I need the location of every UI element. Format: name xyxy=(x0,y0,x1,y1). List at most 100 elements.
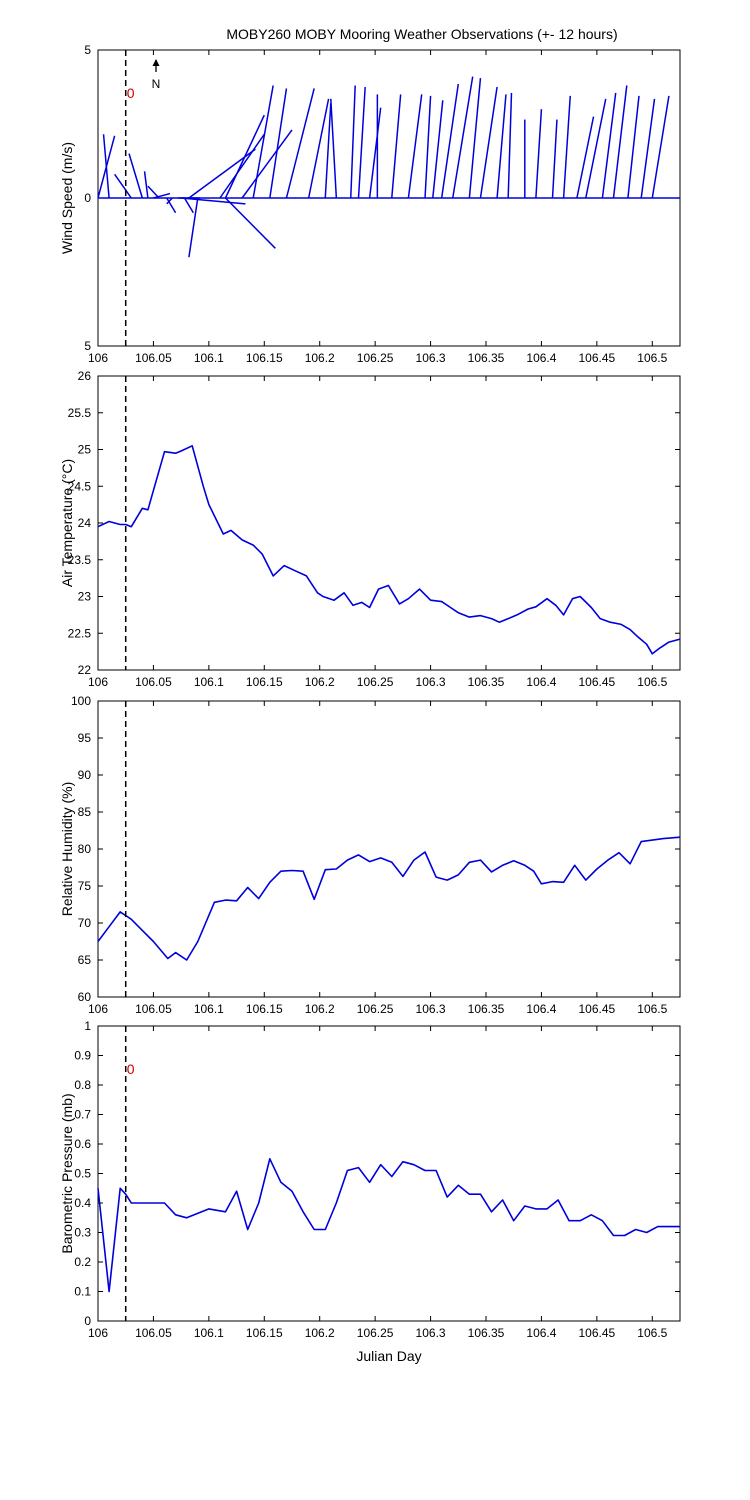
y-tick-label: 24 xyxy=(78,516,92,530)
wind-vector xyxy=(562,95,571,199)
x-tick-label: 106.45 xyxy=(579,351,616,365)
x-tick-label: 106.3 xyxy=(416,351,446,365)
y-tick-label: 65 xyxy=(78,953,92,967)
panel-4: 106 106.05 106.1 106.15 106.2 106.25 106.3 106.… xyxy=(59,1019,681,1364)
wind-vector xyxy=(147,185,160,199)
figure-title: MOBY260 MOBY Mooring Weather Observation… xyxy=(226,26,617,42)
wind-vector xyxy=(640,98,656,199)
wind-vector xyxy=(627,95,640,199)
x-tick-label: 106.35 xyxy=(468,675,505,689)
x-tick-label: 106.2 xyxy=(305,675,335,689)
wind-vector xyxy=(391,94,402,199)
x-tick-label: 106.05 xyxy=(135,1002,172,1016)
wind-vector xyxy=(183,197,194,214)
plot-frame xyxy=(97,700,681,998)
wind-vector xyxy=(585,98,607,199)
wind-vector xyxy=(424,95,432,199)
x-tick-label: 106.4 xyxy=(526,351,556,365)
wind-vector xyxy=(307,98,330,199)
x-tick-label: 106.1 xyxy=(194,351,224,365)
wind-vector xyxy=(350,85,356,199)
panel-2: 106 106.05 106.1 106.15 106.2 106.25 106.3 106.… xyxy=(59,369,681,689)
y-tick-label: 0.1 xyxy=(74,1285,91,1299)
wind-vector xyxy=(181,197,246,205)
y-tick-label: 23 xyxy=(78,590,92,604)
y-tick-label: 75 xyxy=(78,879,92,893)
y-tick-label: 24.5 xyxy=(68,479,92,493)
x-tick-label: 106.5 xyxy=(637,1002,667,1016)
x-tick-label: 106.15 xyxy=(246,351,283,365)
x-tick-label: 106.05 xyxy=(135,675,172,689)
y-tick-label: 5 xyxy=(84,339,91,353)
wind-vector xyxy=(507,92,513,199)
wind-vector xyxy=(224,114,265,199)
wind-vector xyxy=(128,153,144,199)
wind-vector xyxy=(219,133,265,199)
y-axis-label: Barometric Pressure (mb) xyxy=(59,1093,75,1253)
x-tick-label: 106 xyxy=(88,1002,108,1016)
wind-vector xyxy=(188,197,199,258)
wind-vector xyxy=(407,94,423,199)
panel-3: 106 106.05 106.1 106.15 106.2 106.25 106.3 106.… xyxy=(59,694,681,1016)
y-tick-label: 25.5 xyxy=(68,406,92,420)
wind-vector xyxy=(535,109,543,199)
wind-vector xyxy=(285,88,315,199)
y-tick-label: 95 xyxy=(78,731,92,745)
series-line xyxy=(97,836,681,961)
y-tick-label: 85 xyxy=(78,805,92,819)
y-tick-label: 25 xyxy=(78,443,92,457)
wind-vector xyxy=(330,98,338,199)
x-tick-label: 106.35 xyxy=(468,351,505,365)
y-tick-label: 22.5 xyxy=(68,626,92,640)
y-tick-label: 0 xyxy=(84,191,91,205)
x-tick-label: 106.25 xyxy=(357,1002,394,1016)
x-tick-label: 106.5 xyxy=(637,351,667,365)
wind-vector xyxy=(241,129,293,199)
y-tick-label: 1 xyxy=(84,1019,91,1033)
x-tick-label: 106.1 xyxy=(194,1326,224,1340)
x-tick-label: 106.15 xyxy=(246,675,283,689)
y-tick-label: 0.6 xyxy=(74,1137,91,1151)
north-indicator: N xyxy=(152,59,161,91)
wind-vector xyxy=(269,88,288,199)
x-tick-label: 106.4 xyxy=(526,1326,556,1340)
y-tick-label: 100 xyxy=(71,694,91,708)
y-tick-label: 0.5 xyxy=(74,1167,91,1181)
x-tick-label: 106.25 xyxy=(357,1326,394,1340)
north-label: N xyxy=(152,77,161,91)
time-marker-label: 0 xyxy=(127,1061,135,1077)
y-tick-label: 60 xyxy=(78,990,92,1004)
series-line xyxy=(97,1158,680,1293)
y-tick-label: 26 xyxy=(78,369,92,383)
y-axis-label: Relative Humidity (%) xyxy=(59,782,75,917)
x-tick-label: 106.05 xyxy=(135,1326,172,1340)
y-tick-label: 80 xyxy=(78,842,92,856)
series-line xyxy=(97,444,681,655)
x-tick-label: 106 xyxy=(88,675,108,689)
wind-vector xyxy=(479,86,498,199)
panels: 106 106.05 106.1 106.15 106.2 106.25 106.3 106.… xyxy=(59,43,681,1364)
x-tick-label: 106.15 xyxy=(246,1002,283,1016)
north-arrowhead-icon xyxy=(152,59,160,66)
y-tick-label: 0.7 xyxy=(74,1108,91,1122)
x-tick-label: 106.4 xyxy=(526,675,556,689)
time-marker-label: 0 xyxy=(127,85,135,101)
panel-1: 106 106.05 106.1 106.15 106.2 106.25 106.3 106.… xyxy=(59,43,681,365)
y-tick-label: 0.2 xyxy=(74,1255,91,1269)
x-tick-label: 106.1 xyxy=(194,1002,224,1016)
y-axis-label: Air Temperature (°C) xyxy=(59,459,75,587)
x-tick-label: 106.2 xyxy=(305,1326,335,1340)
x-tick-label: 106.45 xyxy=(579,1326,616,1340)
x-tick-label: 106 xyxy=(88,1326,108,1340)
x-tick-label: 106.25 xyxy=(357,351,394,365)
y-axis-label: Wind Speed (m/s) xyxy=(59,142,75,254)
y-tick-label: 0.3 xyxy=(74,1226,91,1240)
y-tick-label: 0.4 xyxy=(74,1196,91,1210)
x-tick-label: 106.35 xyxy=(468,1326,505,1340)
wind-vector xyxy=(166,197,173,205)
x-tick-label: 106.2 xyxy=(305,1002,335,1016)
wind-vector xyxy=(576,116,595,199)
wind-vector xyxy=(432,100,444,199)
x-tick-label: 106.3 xyxy=(416,1326,446,1340)
x-tick-label: 106.1 xyxy=(194,675,224,689)
